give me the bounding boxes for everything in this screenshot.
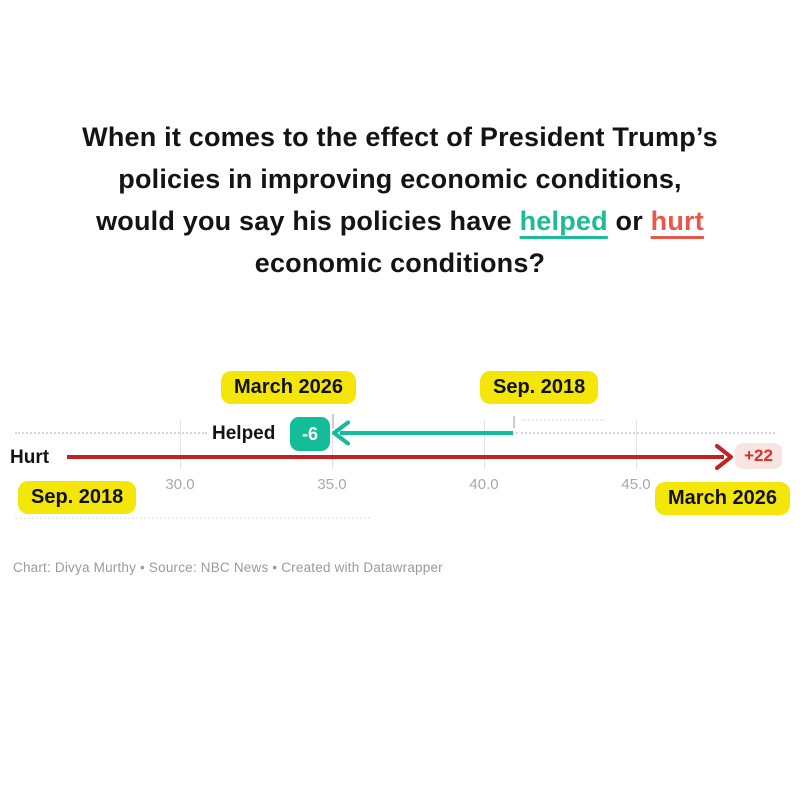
title-hurt-highlight: hurt xyxy=(650,206,704,236)
helped-series-label: Helped xyxy=(212,423,276,444)
axis-tick-35: 35.0 xyxy=(317,476,347,493)
annotation-helped-march-2026: March 2026 xyxy=(221,371,356,404)
hurt-arrow xyxy=(67,444,733,470)
hurt-change-badge: +22 xyxy=(735,443,782,469)
title-text-after: economic conditions? xyxy=(254,248,546,278)
title-conjunction: or xyxy=(607,206,651,236)
axis-tick-45: 45.0 xyxy=(621,476,651,493)
title-helped-highlight: helped xyxy=(519,206,608,236)
gridline-30 xyxy=(180,420,181,469)
connector-tick-start xyxy=(513,416,515,428)
bottom-annotation-dotted-line xyxy=(15,517,370,519)
hurt-series-label: Hurt xyxy=(10,447,50,468)
axis-tick-40: 40.0 xyxy=(469,476,499,493)
helped-row-dotted-line-right xyxy=(516,432,775,434)
annotation-hurt-sep-2018: Sep. 2018 xyxy=(18,481,137,514)
helped-change-badge: -6 xyxy=(290,417,330,451)
annotation-helped-sep-2018: Sep. 2018 xyxy=(480,371,599,404)
axis-tick-30: 30.0 xyxy=(165,476,195,493)
chart-credit: Chart: Divya Murthy • Source: NBC News •… xyxy=(13,560,443,575)
chart-title: When it comes to the effect of President… xyxy=(80,116,720,284)
helped-row-dotted-line-left xyxy=(15,432,207,434)
gridline-40 xyxy=(484,420,485,469)
helped-arrow xyxy=(332,420,513,446)
annotation-hurt-march-2026: March 2026 xyxy=(655,482,790,515)
annotation-connector-dotted-line xyxy=(521,419,605,421)
gridline-45 xyxy=(636,420,637,469)
connector-tick-end xyxy=(332,414,334,428)
title-text-before: When it comes to the effect of President… xyxy=(82,122,718,236)
